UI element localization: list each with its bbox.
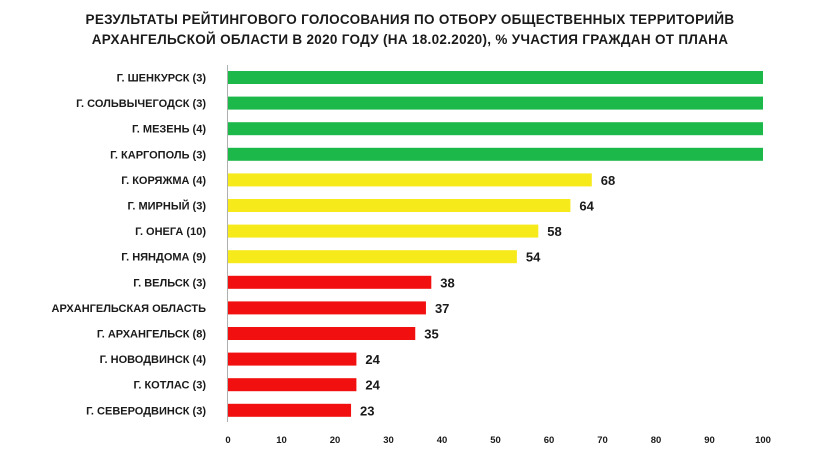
category-label: Г. КАРГОПОЛЬ (3) (110, 149, 206, 161)
category-label: АРХАНГЕЛЬСКАЯ ОБЛАСТЬ (52, 303, 207, 315)
x-tick-label: 20 (330, 435, 341, 446)
bar (228, 275, 432, 289)
category-label: Г. АРХАНГЕЛЬСК (8) (97, 329, 206, 341)
x-tick-label: 0 (225, 435, 230, 446)
data-label: 54 (526, 250, 541, 265)
x-axis-ticks: 0 10 20 30 40 50 60 70 80 90 100 (225, 435, 771, 446)
x-tick-label: 40 (437, 435, 448, 446)
data-label: 23 (360, 403, 374, 418)
category-label: Г. НОВОДВИНСК (4) (100, 354, 207, 366)
value-labels: 68 64 58 54 38 37 35 24 24 23 (360, 173, 615, 418)
x-tick-label: 60 (544, 435, 555, 446)
category-label: Г. ШЕНКУРСК (3) (117, 73, 207, 85)
bar (228, 173, 592, 187)
bar (228, 250, 517, 264)
x-tick-label: 10 (276, 435, 287, 446)
bar (228, 122, 763, 136)
bars (228, 71, 763, 417)
category-label: Г. КОТЛАС (3) (133, 380, 206, 392)
category-label: Г. КОРЯЖМА (4) (121, 175, 206, 187)
chart-title: РЕЗУЛЬТАТЫ РЕЙТИНГОВОГО ГОЛОСОВАНИЯ ПО О… (0, 10, 820, 50)
bar (228, 199, 571, 212)
x-tick-label: 90 (704, 435, 715, 446)
chart-title-line-2: АРХАНГЕЛЬСКОЙ ОБЛАСТИ В 2020 ГОДУ (НА 18… (91, 32, 729, 47)
category-label: Г. МИРНЫЙ (3) (128, 200, 207, 213)
bar (228, 327, 416, 340)
x-tick-label: 70 (597, 435, 608, 446)
data-label: 38 (440, 275, 454, 290)
category-label: Г. СЕВЕРОДВИНСК (3) (86, 405, 206, 417)
category-label: Г. НЯНДОМА (9) (121, 252, 206, 264)
data-label: 35 (424, 327, 438, 342)
data-label: 58 (547, 224, 561, 239)
bar (228, 378, 357, 392)
bar (228, 403, 352, 417)
bar (228, 301, 426, 315)
category-label: Г. СОЛЬВЫЧЕГОДСК (3) (76, 98, 206, 110)
bar (228, 352, 357, 366)
category-label: Г. ОНЕГА (10) (135, 226, 206, 238)
bar (228, 224, 539, 238)
x-tick-label: 30 (383, 435, 394, 446)
x-tick-label: 50 (490, 435, 501, 446)
data-label: 64 (579, 199, 594, 214)
data-label: 68 (601, 173, 615, 188)
data-label: 37 (435, 301, 449, 316)
bar (228, 71, 763, 84)
x-tick-label: 100 (755, 435, 771, 446)
category-label: Г. МЕЗЕНЬ (4) (132, 124, 206, 136)
data-label: 24 (365, 378, 380, 393)
category-labels: Г. ШЕНКУРСК (3) Г. СОЛЬВЫЧЕГОДСК (3) Г. МЕ… (52, 73, 207, 418)
data-label: 24 (365, 352, 380, 367)
bar (228, 147, 763, 161)
chart-title-line-1: РЕЗУЛЬТАТЫ РЕЙТИНГОВОГО ГОЛОСОВАНИЯ ПО О… (85, 12, 735, 27)
bar (228, 96, 763, 110)
category-label: Г. ВЕЛЬСК (3) (133, 277, 206, 289)
x-tick-label: 80 (651, 435, 662, 446)
